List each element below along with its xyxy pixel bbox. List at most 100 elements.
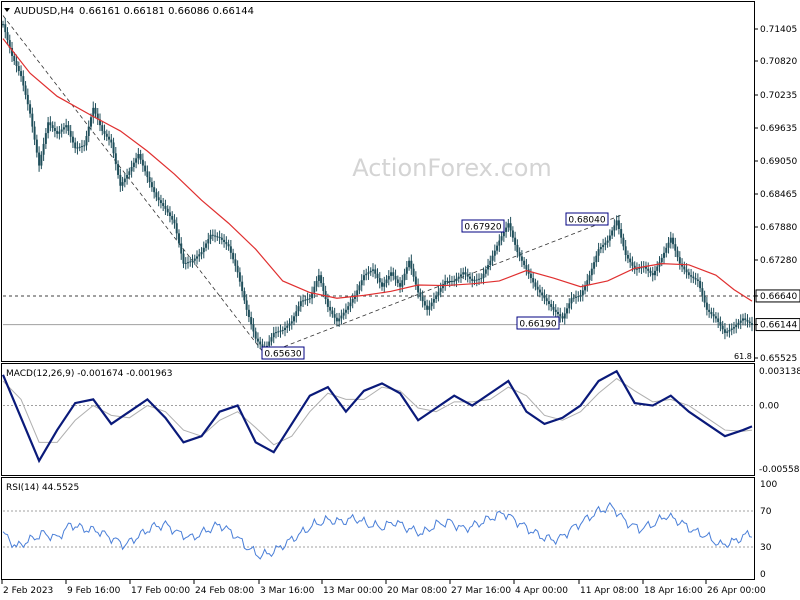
candle-body [274, 332, 277, 334]
x-tick-label: 26 Apr 00:00 [707, 586, 766, 596]
candle-body [653, 270, 656, 276]
candle-body [412, 268, 415, 277]
candle-body [674, 244, 677, 251]
rsi-y-tick-label: 100 [760, 480, 777, 490]
candle-body [293, 316, 296, 322]
candle-body [320, 275, 323, 284]
candle-body [613, 225, 616, 231]
candle-body [284, 327, 287, 330]
candle-body [338, 318, 341, 322]
x-tick-label: 17 Feb 00:00 [131, 586, 190, 596]
candle-body [385, 279, 388, 284]
candle-body [31, 113, 34, 127]
candle-body [581, 290, 584, 296]
candle-body [164, 205, 167, 209]
candle-body [606, 240, 609, 243]
candle-body [351, 298, 354, 303]
candle-body [556, 311, 559, 315]
candle-body [550, 304, 553, 307]
candle-body [299, 301, 302, 307]
candle-body [35, 139, 38, 153]
candle-body [112, 142, 115, 154]
candle-body [511, 230, 514, 238]
x-tick-label: 2 Feb 2023 [3, 586, 53, 596]
candle-body [403, 273, 406, 281]
candle-body [128, 171, 131, 175]
candle-body [387, 275, 390, 280]
candle-body [635, 268, 638, 270]
level-label: 0.66190 [516, 316, 560, 330]
candle-body [245, 300, 248, 310]
candle-body [644, 266, 647, 269]
rsi-y-tick-label: 70 [760, 507, 772, 517]
price-y-tick-label: 0.67880 [760, 223, 797, 233]
candle-body [399, 283, 402, 287]
price-y-tick-label: 0.66144 [760, 321, 797, 331]
candle-body [162, 203, 165, 206]
candle-body [175, 223, 178, 234]
candle-body [394, 275, 397, 280]
header-dropdown-icon[interactable] [4, 8, 10, 12]
price-y-tick-label: 0.70235 [760, 91, 797, 101]
candle-body [137, 154, 140, 159]
candle-body [744, 318, 747, 321]
header-ohlc: 0.66161 0.66181 0.66086 0.66144 [79, 6, 254, 17]
candle-body [85, 135, 88, 146]
candle-body [561, 316, 564, 319]
candle-body [71, 136, 74, 143]
candle-body [317, 275, 320, 281]
candle-body [735, 324, 738, 328]
price-y-tick-label: 0.67280 [760, 256, 797, 266]
candle-body [141, 159, 144, 166]
candle-body [146, 171, 149, 178]
rsi-y-tick-label: 30 [760, 543, 772, 553]
price-y-tick-label: 0.68465 [760, 190, 797, 200]
trendline-down [2, 15, 266, 355]
candle-body [676, 250, 679, 258]
candle-body [238, 272, 241, 282]
candle-body [723, 329, 726, 333]
candle-body [410, 260, 413, 269]
candle-body [302, 300, 305, 302]
candle-body [44, 133, 47, 144]
candle-body [599, 247, 602, 250]
rsi-y-tick-label: 0 [760, 570, 766, 580]
candle-body [687, 272, 690, 276]
candle-body [184, 262, 187, 264]
candle-body [33, 126, 36, 140]
candle-body [631, 262, 634, 266]
macd-layer [1, 369, 754, 464]
candle-body [126, 174, 129, 179]
candle-body [369, 270, 372, 273]
candle-body [261, 344, 264, 348]
candle-body [329, 306, 332, 311]
candle-body [493, 250, 496, 256]
candle-body [435, 295, 438, 299]
candle-body [491, 255, 494, 261]
candle-body [87, 126, 90, 136]
candle-body [498, 240, 501, 246]
candle-body [155, 192, 158, 198]
level-label-text: 0.67920 [464, 223, 501, 233]
candle-body [489, 260, 492, 266]
candle-body [430, 302, 433, 307]
candle-body [234, 259, 237, 266]
candle-body [536, 286, 539, 290]
candle-body [374, 269, 377, 274]
candle-body [741, 318, 744, 321]
rsi-line [2, 501, 753, 560]
candle-body [150, 182, 153, 188]
candle-body [121, 182, 124, 186]
candle-body [444, 280, 447, 285]
rsi-layer [2, 501, 754, 560]
candle-body [712, 314, 715, 317]
price-y-tick-label: 0.70820 [760, 57, 797, 67]
candle-body [611, 230, 614, 236]
candle-body [83, 145, 86, 147]
candle-body [89, 117, 92, 127]
level-label-box [461, 219, 505, 233]
candle-body [656, 266, 659, 271]
candle-body [633, 265, 636, 270]
candle-body [699, 280, 702, 289]
candle-body [94, 107, 97, 114]
